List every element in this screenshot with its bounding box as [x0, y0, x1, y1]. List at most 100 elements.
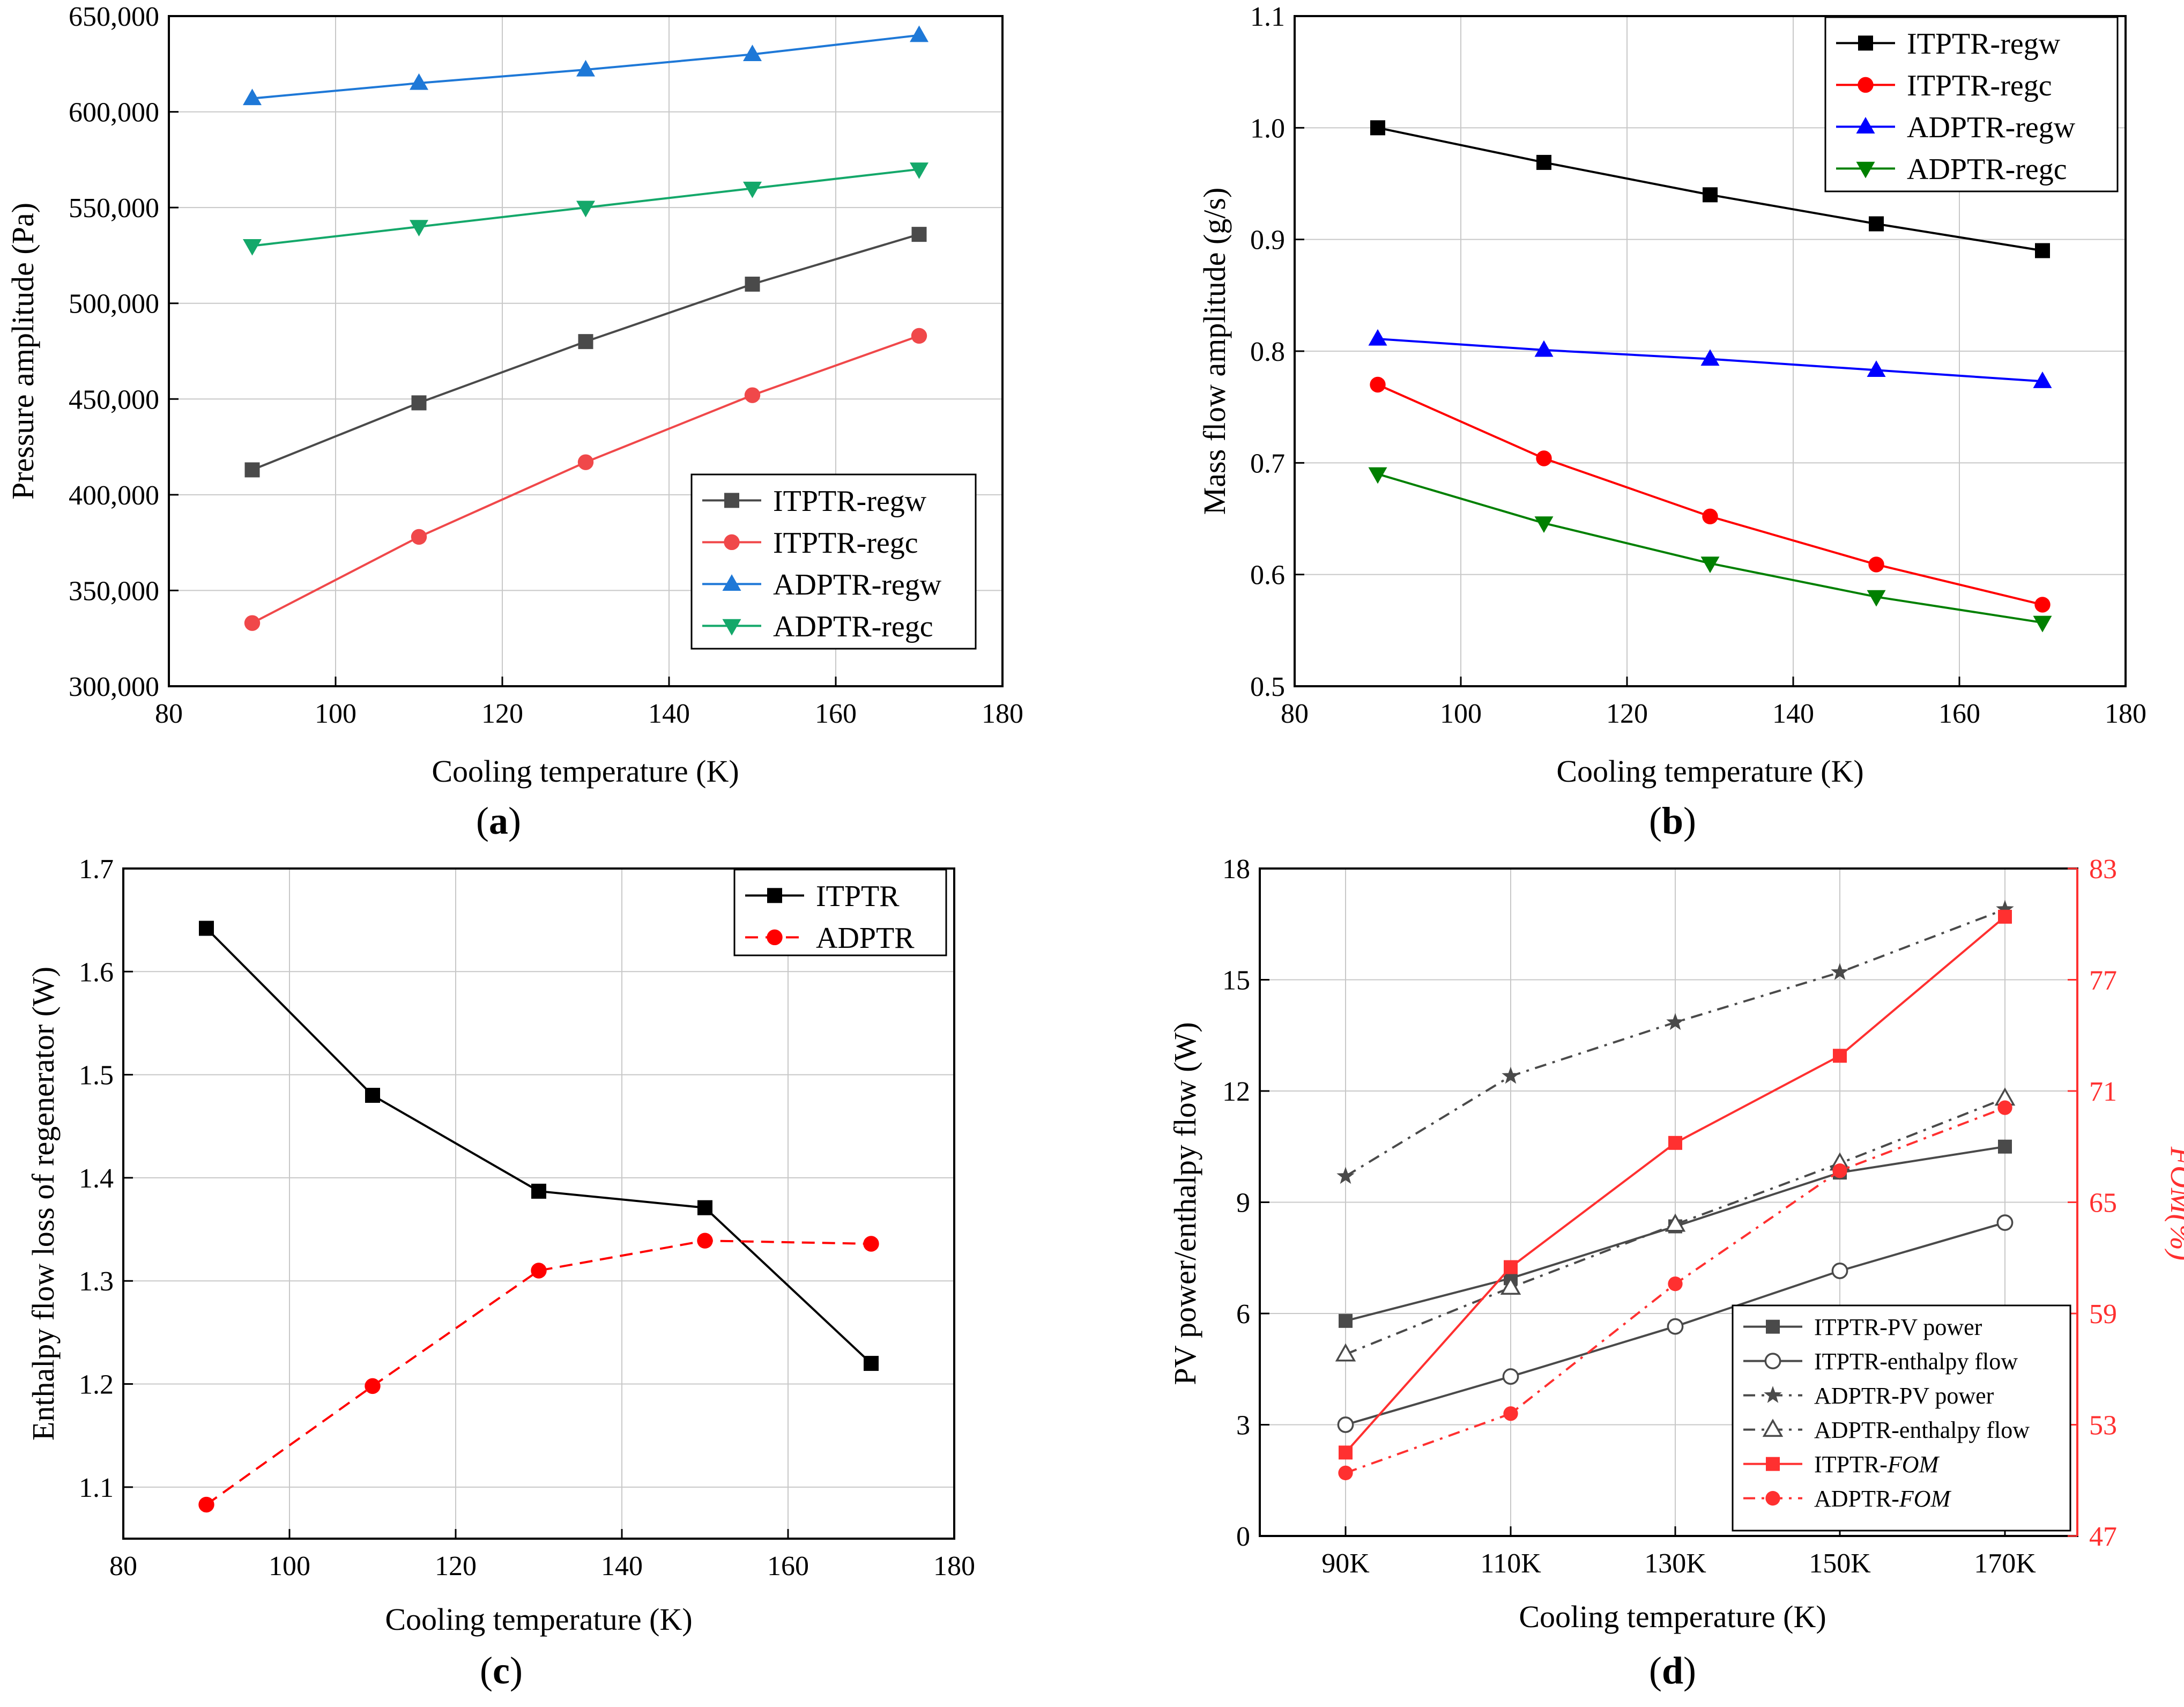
y-right-tick-label: 53	[2089, 1411, 2117, 1441]
legend-label: ITPTR-regw	[1907, 27, 2061, 61]
legend-label: ADPTR-regw	[1907, 111, 2076, 144]
data-point	[1867, 590, 1886, 607]
legend-marker	[767, 888, 782, 903]
y-tick-label: 1.2	[79, 1370, 114, 1400]
data-point	[365, 1088, 380, 1103]
y-tick-label: 1.3	[79, 1266, 114, 1297]
y-tick-label: 400,000	[69, 480, 159, 511]
data-point	[578, 334, 593, 350]
legend-label-prefix: ITPTR-	[1814, 1451, 1888, 1478]
series-line-adptr	[205, 1240, 872, 1506]
x-tick-label: 180	[982, 699, 1023, 729]
y-tick-label: 1.6	[79, 957, 114, 988]
panel-label-a: (a)	[476, 799, 521, 842]
data-point	[1370, 120, 1385, 136]
data-point	[1700, 349, 1720, 366]
y-tick-label: 300,000	[69, 672, 159, 702]
y-tick-label: 1.4	[79, 1163, 114, 1194]
panel-label-b-letter: b	[1662, 799, 1683, 842]
x-tick-label: 100	[269, 1551, 310, 1582]
y-tick-label: 0.9	[1250, 225, 1285, 256]
legend-label: ITPTR-PV power	[1814, 1314, 1982, 1340]
legend-label: ADPTR-regc	[773, 610, 933, 643]
data-point	[1868, 556, 1884, 573]
y-tick-label: 12	[1222, 1077, 1250, 1107]
data-point	[1665, 1213, 1686, 1232]
legend-label: ITPTR-regc	[1907, 69, 2052, 102]
data-point	[1996, 900, 2014, 917]
x-tick-label: 140	[601, 1551, 643, 1582]
series-line-adptr-regc	[1377, 473, 2043, 624]
data-point	[1667, 1318, 1684, 1335]
data-point	[1339, 1313, 1353, 1328]
data-point	[243, 239, 262, 256]
x-tick-label: 150K	[1809, 1548, 1871, 1579]
x-axis-label-b: Cooling temperature (K)	[1556, 754, 1863, 789]
data-point	[1536, 450, 1552, 466]
y-tick-label: 1.7	[79, 854, 114, 885]
y-tick-label: 0.8	[1250, 337, 1285, 367]
y-tick-label: 3	[1236, 1411, 1250, 1441]
data-point	[1370, 376, 1386, 393]
data-point	[244, 462, 260, 478]
y-tick-label: 0	[1236, 1522, 1250, 1552]
data-point	[2034, 597, 2051, 613]
data-point	[743, 44, 762, 62]
legend-marker	[724, 534, 740, 551]
legend-label-suffix: FOM	[1887, 1451, 1940, 1478]
x-tick-label: 140	[1772, 699, 1814, 729]
legend-marker	[1762, 1419, 1784, 1437]
data-point	[2033, 615, 2052, 633]
plot-frame-a	[168, 15, 1004, 687]
panel-label-a-letter: a	[489, 799, 508, 842]
data-point	[1700, 556, 1720, 574]
legend-marker	[1766, 1319, 1780, 1334]
legend-marker	[722, 619, 741, 636]
legend-marker	[1764, 1353, 1781, 1370]
legend-marker	[1858, 77, 1874, 93]
data-point	[1500, 1276, 1521, 1295]
data-point	[743, 181, 762, 198]
data-point	[1668, 1276, 1683, 1292]
y-tick-label: 9	[1236, 1188, 1250, 1219]
panel-b: 80 100 120 140 160 180 0.5 0.6 0.7 0.8 0.9 1.0 1.1 I…	[1197, 2, 2146, 842]
x-tick-label: 100	[1440, 699, 1482, 729]
series-line-itptr-regw	[251, 233, 920, 471]
data-point	[243, 88, 262, 106]
data-point	[1832, 1163, 1847, 1178]
legend-marker	[724, 493, 739, 508]
data-point	[531, 1263, 547, 1279]
legend-label: ADPTR-regw	[773, 568, 942, 602]
y-tick-label: 550,000	[69, 193, 159, 224]
y-tick-label: 0.5	[1250, 672, 1285, 702]
legend-label: ADPTR	[816, 922, 915, 955]
data-point	[910, 25, 928, 42]
y-tick-label: 18	[1222, 854, 1250, 885]
data-point	[410, 220, 428, 237]
legend-marker	[722, 574, 741, 591]
x-tick-label: 90K	[1321, 1548, 1370, 1579]
panel-d: 90K 110K 130K 150K 170K 0 3 6 9 12 15 18 47 53 59 65 71 7…	[1168, 854, 2184, 1692]
data-point	[576, 201, 595, 218]
data-point	[1504, 1260, 1518, 1274]
data-point	[1869, 216, 1884, 232]
data-point	[1867, 360, 1886, 377]
legend-label-prefix: ADPTR-	[1814, 1486, 1899, 1512]
panel-label-d: (d)	[1649, 1649, 1696, 1692]
data-point	[1668, 1135, 1682, 1150]
data-point	[1336, 1167, 1355, 1184]
legend-marker	[767, 929, 783, 946]
data-point	[911, 328, 927, 344]
data-point	[411, 395, 427, 411]
x-tick-label: 160	[815, 699, 857, 729]
data-point	[1702, 508, 1718, 525]
data-point	[1502, 1066, 1520, 1084]
data-point	[864, 1356, 879, 1371]
data-point	[410, 73, 428, 90]
legend-marker	[1856, 161, 1875, 179]
data-point	[1534, 516, 1554, 533]
panel-label-d-letter: d	[1662, 1649, 1683, 1692]
y-right-tick-label: 71	[2089, 1077, 2117, 1107]
y-tick-label: 450,000	[69, 384, 159, 415]
